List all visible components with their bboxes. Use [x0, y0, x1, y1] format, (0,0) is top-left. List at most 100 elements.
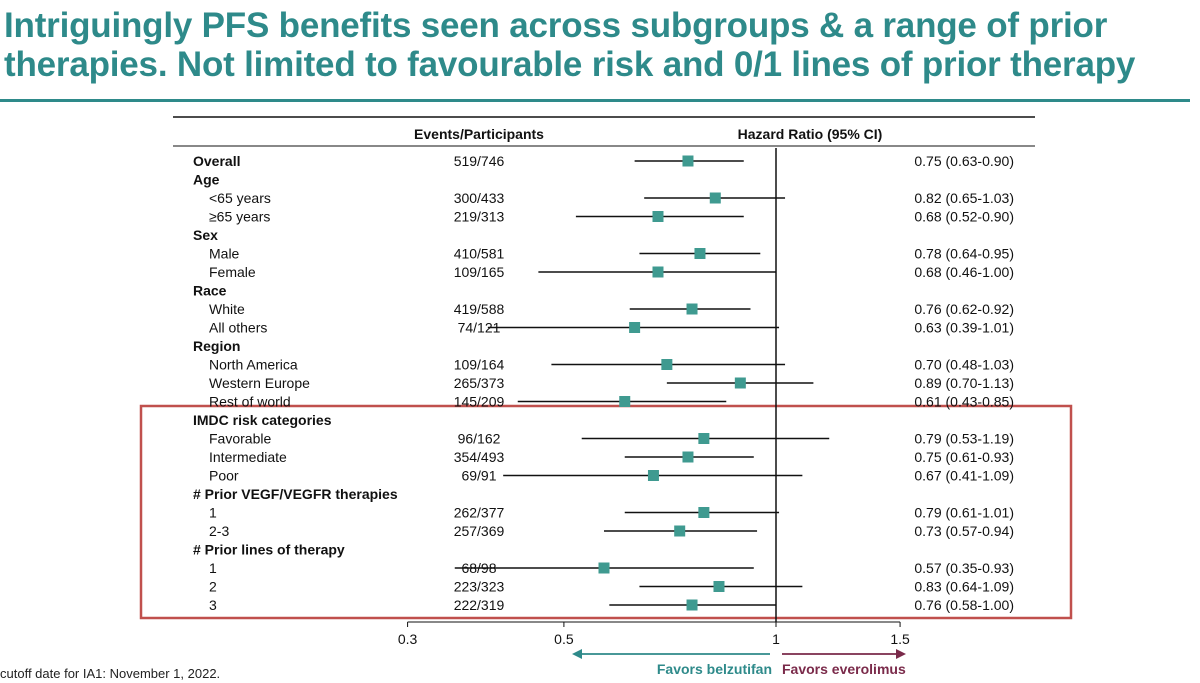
hr-marker [682, 451, 694, 463]
events-participants: 109/164 [454, 357, 505, 373]
slide-title: Intriguingly PFS benefits seen across su… [4, 6, 1194, 84]
hr-marker [709, 192, 721, 204]
subgroup-header-row: # Prior lines of therapy [193, 542, 345, 558]
hr-marker [698, 433, 710, 444]
hr-ci-value: 0.76 (0.62-0.92) [914, 301, 1014, 317]
title-divider [0, 99, 1190, 102]
subgroup-header-row: Age [193, 172, 220, 188]
subgroup-header-label: Age [193, 172, 220, 188]
subgroup-row: ≥65 years 219/313 0.68 (0.52-0.90) [209, 209, 1014, 225]
hr-ci-value: 0.70 (0.48-1.03) [914, 357, 1014, 373]
subgroup-label: ≥65 years [209, 209, 270, 225]
hr-ci-value: 0.79 (0.61-1.01) [914, 505, 1014, 521]
events-participants: 109/165 [454, 264, 505, 280]
hr-ci-value: 0.75 (0.63-0.90) [914, 153, 1014, 169]
events-participants: 354/493 [454, 449, 505, 465]
subgroup-row: Female 109/165 0.68 (0.46-1.00) [209, 264, 1014, 280]
subgroup-header-label: Region [193, 338, 240, 354]
hr-marker [698, 507, 710, 518]
favors-everolimus-label: Favors everolimus [782, 661, 906, 677]
events-participants: 300/433 [454, 190, 505, 206]
subgroup-header-row: Overall 519/746 0.75 (0.63-0.90) [193, 153, 1014, 169]
hr-marker [734, 377, 746, 389]
slide-title-line1: Intriguingly PFS benefits seen across su… [4, 6, 1108, 45]
subgroup-label: Intermediate [209, 449, 287, 465]
x-axis-tick-label: 1 [772, 631, 780, 647]
hr-marker [652, 266, 664, 278]
subgroup-row: 2-3 257/369 0.73 (0.57-0.94) [209, 523, 1014, 539]
subgroup-row: Poor 69/91 0.67 (0.41-1.09) [209, 468, 1014, 484]
subgroup-header-row: Sex [193, 227, 218, 243]
subgroup-label: 2 [209, 579, 217, 595]
events-participants: 145/209 [454, 394, 505, 410]
subgroup-row: Intermediate 354/493 0.75 (0.61-0.93) [209, 449, 1014, 465]
subgroup-row: Favorable 96/162 0.79 (0.53-1.19) [209, 431, 1014, 447]
hr-ci-value: 0.82 (0.65-1.03) [914, 190, 1014, 206]
subgroup-row: North America 109/164 0.70 (0.48-1.03) [209, 357, 1014, 373]
subgroup-label: 3 [209, 597, 217, 613]
hr-marker [713, 581, 725, 592]
subgroup-label: 1 [209, 505, 217, 521]
subgroup-header-label: Overall [193, 153, 240, 169]
hr-marker [619, 396, 631, 407]
subgroup-row: Rest of world 145/209 0.61 (0.43-0.85) [209, 394, 1014, 410]
events-participants: 219/313 [454, 209, 505, 225]
subgroup-row: 1 262/377 0.79 (0.61-1.01) [209, 505, 1014, 521]
hr-column-header: Hazard Ratio (95% CI) [738, 126, 883, 142]
slide-title-line2: therapies. Not limited to favourable ris… [4, 45, 1136, 84]
hr-marker [661, 359, 673, 370]
events-participants: 410/581 [454, 246, 505, 262]
hr-marker [686, 599, 698, 611]
events-participants: 262/377 [454, 505, 505, 521]
subgroup-label: Western Europe [209, 375, 310, 391]
hr-marker [686, 303, 698, 315]
favors-belzutifan-label: Favors belzutifan [657, 661, 772, 677]
events-participants: 96/162 [458, 431, 501, 447]
events-participants: 222/319 [454, 597, 505, 613]
events-participants: 419/588 [454, 301, 505, 317]
hr-ci-value: 0.67 (0.41-1.09) [914, 468, 1014, 484]
hr-ci-value: 0.63 (0.39-1.01) [914, 320, 1014, 336]
subgroup-header-row: Region [193, 338, 240, 354]
hr-ci-value: 0.61 (0.43-0.85) [914, 394, 1014, 410]
hr-marker [682, 155, 694, 167]
favors-right-arrowhead [896, 649, 906, 659]
hr-ci-value: 0.89 (0.70-1.13) [914, 375, 1014, 391]
hr-ci-value: 0.73 (0.57-0.94) [914, 523, 1014, 539]
hr-marker [652, 211, 664, 222]
subgroup-row: 3 222/319 0.76 (0.58-1.00) [209, 597, 1014, 613]
subgroup-row: Male 410/581 0.78 (0.64-0.95) [209, 246, 1014, 262]
hr-ci-value: 0.57 (0.35-0.93) [914, 560, 1014, 576]
hr-marker [647, 470, 659, 481]
events-participants: 223/323 [454, 579, 505, 595]
hr-ci-value: 0.78 (0.64-0.95) [914, 246, 1014, 262]
subgroup-label: White [209, 301, 245, 317]
hr-ci-value: 0.76 (0.58-1.00) [914, 597, 1014, 613]
subgroup-label: North America [209, 357, 298, 373]
events-participants: 69/91 [461, 468, 496, 484]
hr-marker [629, 322, 641, 333]
hr-ci-value: 0.83 (0.64-1.09) [914, 579, 1014, 595]
subgroup-header-label: Race [193, 283, 227, 299]
subgroup-label: Male [209, 246, 240, 262]
x-axis-tick-label: 0.5 [554, 631, 574, 647]
events-participants: 257/369 [454, 523, 505, 539]
x-axis-tick-label: 0.3 [398, 631, 418, 647]
subgroup-header-label: IMDC risk categories [193, 412, 332, 428]
hr-ci-value: 0.68 (0.52-0.90) [914, 209, 1014, 225]
hr-ci-value: 0.75 (0.61-0.93) [914, 449, 1014, 465]
hr-marker [598, 562, 610, 574]
subgroup-row: Western Europe 265/373 0.89 (0.70-1.13) [209, 375, 1014, 391]
subgroup-header-label: # Prior lines of therapy [193, 542, 345, 558]
subgroup-label: 1 [209, 560, 217, 576]
subgroup-row: <65 years 300/433 0.82 (0.65-1.03) [209, 190, 1014, 206]
subgroup-row: 2 223/323 0.83 (0.64-1.09) [209, 579, 1014, 595]
subgroup-row: All others 74/121 0.63 (0.39-1.01) [209, 320, 1014, 336]
highlight-box [139, 404, 1073, 620]
subgroup-label: 2-3 [209, 523, 229, 539]
footnote: cutoff date for IA1: November 1, 2022. [0, 666, 221, 681]
x-axis-tick-label: 1.5 [890, 631, 910, 647]
events-participants: 265/373 [454, 375, 505, 391]
subgroup-row: White 419/588 0.76 (0.62-0.92) [209, 301, 1014, 317]
